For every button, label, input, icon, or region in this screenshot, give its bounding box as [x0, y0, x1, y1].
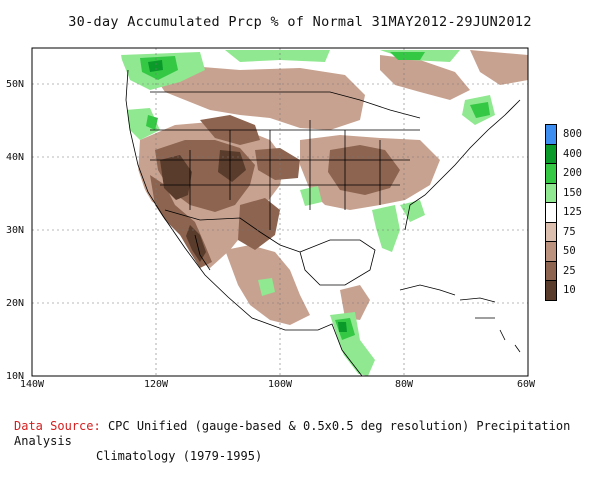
lon-label-60w: 60W	[517, 379, 536, 390]
lat-label-30n: 30N	[6, 225, 25, 236]
extreme-below-normal-areas	[160, 150, 246, 262]
lon-label-100w: 100W	[268, 379, 293, 390]
legend-swatch-75	[545, 221, 557, 242]
legend-swatch-10	[545, 280, 557, 301]
legend-label-400: 400	[563, 147, 582, 160]
legend-swatch-400	[545, 143, 557, 164]
legend-label-125: 125	[563, 206, 582, 218]
data-source-note: Data Source: CPC Unified (gauge-based & …	[14, 419, 600, 464]
data-source-line2: Climatology (1979-1995)	[96, 449, 263, 463]
plot-frame	[31, 47, 529, 377]
coastlines-and-borders	[125, 69, 521, 376]
far-above-normal-areas	[148, 60, 347, 332]
legend-label-75: 75	[563, 225, 576, 238]
legend-label-50: 50	[563, 245, 576, 257]
legend-swatch-150	[545, 182, 557, 203]
legend-swatch-200	[545, 163, 557, 184]
legend-label-800: 800	[563, 128, 582, 140]
lon-label-80w: 80W	[395, 379, 414, 390]
precip-map	[31, 47, 529, 377]
legend-label-200: 200	[563, 167, 582, 179]
ocean-mask	[32, 48, 528, 376]
lon-label-120w: 120W	[144, 379, 169, 390]
lon-label-140w: 140W	[20, 379, 45, 390]
legend-label-10: 10	[563, 284, 576, 296]
legend-swatch-50	[545, 241, 557, 262]
legend-swatch-800	[545, 124, 557, 145]
lat-label-10n: 10N	[6, 371, 25, 382]
legend-swatch-25	[545, 260, 557, 281]
lat-label-40n: 40N	[6, 152, 25, 163]
lat-label-20n: 20N	[6, 298, 25, 309]
map-title: 30-day Accumulated Prcp % of Normal 31MA…	[68, 14, 532, 30]
data-source-label: Data Source:	[14, 419, 101, 433]
lat-label-50n: 50N	[6, 79, 25, 90]
legend-label-150: 150	[563, 186, 582, 199]
data-source-line1: CPC Unified (gauge-based & 0.5x0.5 deg r…	[14, 419, 571, 448]
legend-label-25: 25	[563, 264, 576, 277]
legend-swatch-125	[545, 202, 557, 223]
